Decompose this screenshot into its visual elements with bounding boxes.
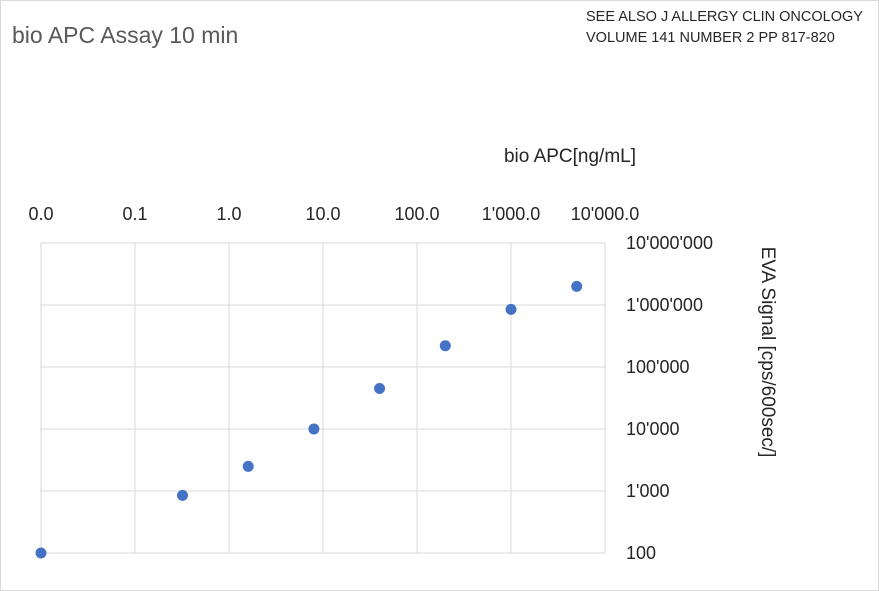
data-point [374, 383, 386, 395]
x-tick-label: 10'000.0 [571, 204, 640, 224]
annotation-line-1: SEE ALSO J ALLERGY CLIN ONCOLOGY [586, 9, 863, 25]
data-point [242, 460, 254, 472]
y-tick-label: 10'000 [626, 419, 680, 439]
x-tick-label: 10.0 [305, 204, 340, 224]
y-tick-label: 1'000 [626, 481, 669, 501]
x-tick-label: 0.1 [122, 204, 147, 224]
chart-title: bio APC Assay 10 min [12, 22, 239, 48]
data-point [505, 303, 517, 315]
x-tick-label: 1'000.0 [482, 204, 541, 224]
gridlines [40, 242, 606, 554]
data-point [571, 280, 583, 292]
x-tick-label: 100.0 [394, 204, 439, 224]
x-tick-label: 0.0 [28, 204, 53, 224]
y-tick-label: 100 [626, 543, 656, 563]
x-tick-label: 1.0 [216, 204, 241, 224]
data-point [176, 489, 188, 501]
y-tick-label: 10'000'000 [626, 233, 713, 253]
y-tick-label: 100'000 [626, 357, 690, 377]
y-axis-label: EVA Signal [cps/600sec/] [757, 247, 778, 458]
y-tick-label: 1'000'000 [626, 295, 703, 315]
x-tick-labels: 0.0 0.1 1.0 10.0 100.0 1'000.0 10'000.0 [28, 204, 639, 224]
chart-annotation: SEE ALSO J ALLERGY CLIN ONCOLOGY VOLUME … [586, 7, 863, 49]
x-axis-label: bio APC[ng/mL] [504, 146, 636, 167]
data-points [35, 280, 583, 559]
data-point [439, 340, 451, 352]
data-point [308, 423, 320, 435]
y-tick-labels: 100 1'000 10'000 100'000 1'000'000 10'000'000 [626, 233, 713, 563]
annotation-line-2: VOLUME 141 NUMBER 2 PP 817-820 [586, 30, 835, 46]
data-point [35, 547, 47, 559]
